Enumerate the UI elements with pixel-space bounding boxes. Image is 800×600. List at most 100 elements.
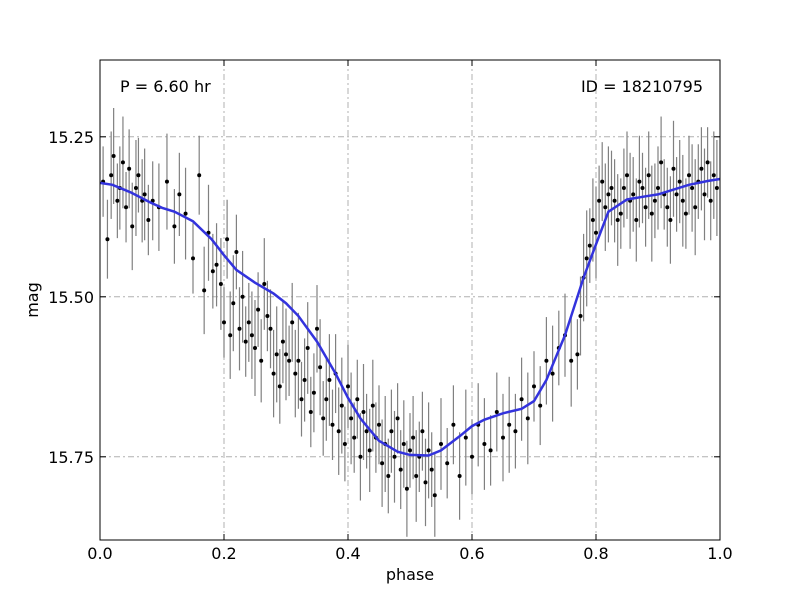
data-point [256, 307, 261, 312]
data-point [202, 288, 207, 293]
data-point [225, 237, 230, 242]
data-point [634, 218, 639, 222]
data-point [659, 160, 664, 165]
data-point [130, 224, 135, 229]
data-point [649, 211, 654, 216]
data-point [124, 205, 129, 210]
data-point [259, 358, 264, 363]
data-point [646, 173, 651, 178]
y-tick-label: 15.75 [48, 448, 94, 467]
data-point [519, 397, 524, 402]
tick-labels: 0.0 0.2 0.4 0.6 0.8 1.0 15.25 15.50 15.75 [48, 128, 733, 563]
data-point [318, 365, 323, 370]
data-point [439, 442, 443, 446]
data-point [550, 371, 555, 376]
data-point [494, 410, 499, 414]
data-point [414, 474, 419, 478]
data-point [432, 493, 437, 498]
data-point [470, 454, 474, 459]
data-point [164, 179, 169, 184]
data-point [652, 198, 657, 203]
data-point [355, 397, 360, 402]
data-point [423, 480, 428, 485]
data-point [370, 403, 375, 408]
data-point [587, 243, 592, 248]
data-point [109, 173, 114, 178]
data-point [177, 192, 182, 197]
data-point [411, 435, 416, 440]
data-point [262, 282, 267, 286]
data-point [714, 186, 719, 190]
data-point [690, 186, 695, 190]
data-point [234, 250, 239, 254]
data-point [228, 333, 233, 338]
period-annotation: P = 6.60 hr [120, 77, 211, 96]
data-point [287, 358, 292, 363]
data-point [191, 256, 195, 261]
data-point [665, 205, 670, 210]
data-point [609, 186, 614, 190]
data-point [615, 218, 620, 222]
axis-ticks [99, 60, 721, 540]
data-point [386, 474, 391, 478]
data-point [274, 352, 279, 357]
data-point [392, 454, 397, 459]
data-point [683, 211, 688, 216]
x-tick-label: 0.0 [87, 544, 112, 563]
data-point [408, 448, 412, 453]
data-point [594, 230, 598, 235]
data-point [127, 166, 132, 171]
plot-frame [99, 59, 721, 541]
x-tick-label: 1.0 [707, 544, 732, 563]
data-point [600, 179, 605, 184]
data-point [597, 198, 602, 203]
data-point [575, 352, 580, 357]
data-point [708, 198, 713, 203]
data-point [142, 192, 147, 197]
data-point [426, 448, 431, 453]
x-tick-label: 0.6 [459, 544, 484, 563]
data-point [364, 429, 369, 434]
data-point [569, 358, 574, 363]
data-point [349, 416, 354, 421]
data-point [687, 173, 691, 178]
data-point [240, 294, 245, 299]
data-point [668, 218, 673, 222]
data-point [305, 346, 310, 350]
data-point [584, 256, 589, 261]
data-point [637, 179, 642, 184]
data-point [133, 186, 138, 190]
data-point [172, 224, 177, 229]
data-point [532, 384, 536, 389]
data-point [463, 435, 468, 440]
data-point [380, 461, 385, 466]
data-point [284, 352, 288, 357]
data-point [618, 211, 623, 216]
data-point [367, 448, 372, 453]
data-point [308, 410, 313, 414]
data-point [674, 192, 679, 197]
data-point [702, 192, 707, 197]
data-point [612, 198, 617, 203]
data-point [606, 192, 611, 197]
data-point [398, 467, 403, 472]
id-annotation: ID = 18210795 [581, 77, 703, 96]
data-point [136, 173, 141, 178]
data-point [299, 397, 304, 402]
data-point [330, 422, 335, 427]
data-point [346, 384, 350, 389]
data-point [222, 320, 226, 325]
data-point [249, 333, 254, 338]
data-point [311, 390, 316, 395]
data-point [389, 429, 394, 434]
data-point [395, 416, 400, 421]
data-point [420, 429, 425, 434]
data-point [321, 416, 326, 421]
data-point [280, 339, 285, 344]
data-point [671, 166, 676, 171]
data-point [111, 154, 116, 158]
data-point [578, 314, 583, 318]
data-point [302, 378, 307, 382]
data-point [146, 218, 151, 222]
